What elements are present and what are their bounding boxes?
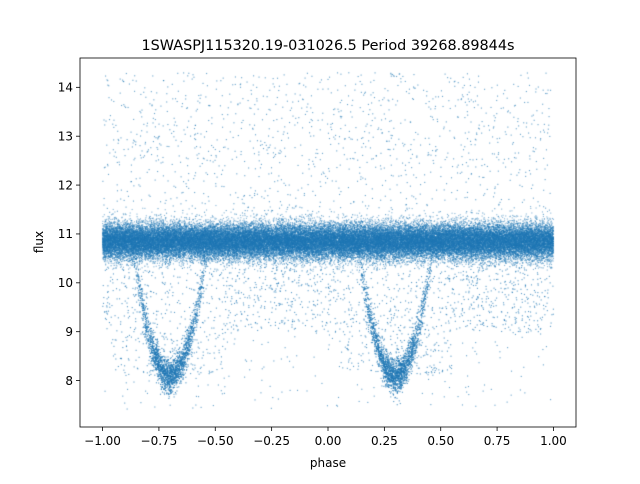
x-axis-label: phase — [310, 456, 346, 470]
y-axis: 8 9 10 11 12 13 14 — [58, 81, 80, 388]
scatter-points — [80, 58, 576, 427]
y-tick-label: 8 — [65, 374, 73, 388]
x-tick-label: −0.50 — [197, 434, 234, 448]
y-tick-label: 12 — [58, 178, 73, 192]
y-tick-label: 14 — [58, 81, 73, 95]
x-tick-label: 0.00 — [315, 434, 342, 448]
x-tick-label: 0.25 — [371, 434, 398, 448]
chart-title: 1SWASPJ115320.19-031026.5 Period 39268.8… — [142, 38, 515, 54]
x-tick-label: 0.75 — [484, 434, 511, 448]
y-tick-label: 13 — [58, 129, 73, 143]
x-tick-label: 0.50 — [427, 434, 454, 448]
x-axis: −1.00 −0.75 −0.50 −0.25 0.00 0.25 0.50 0.75 1.00 — [84, 427, 567, 448]
y-tick-label: 10 — [58, 276, 73, 290]
scatter-points-image — [80, 58, 576, 427]
y-tick-label: 9 — [65, 325, 73, 339]
x-tick-label: −0.75 — [141, 434, 178, 448]
y-tick-label: 11 — [58, 227, 73, 241]
x-tick-label: 1.00 — [540, 434, 567, 448]
y-axis-label: flux — [32, 231, 46, 253]
x-tick-label: −0.25 — [253, 434, 290, 448]
x-tick-label: −1.00 — [84, 434, 121, 448]
